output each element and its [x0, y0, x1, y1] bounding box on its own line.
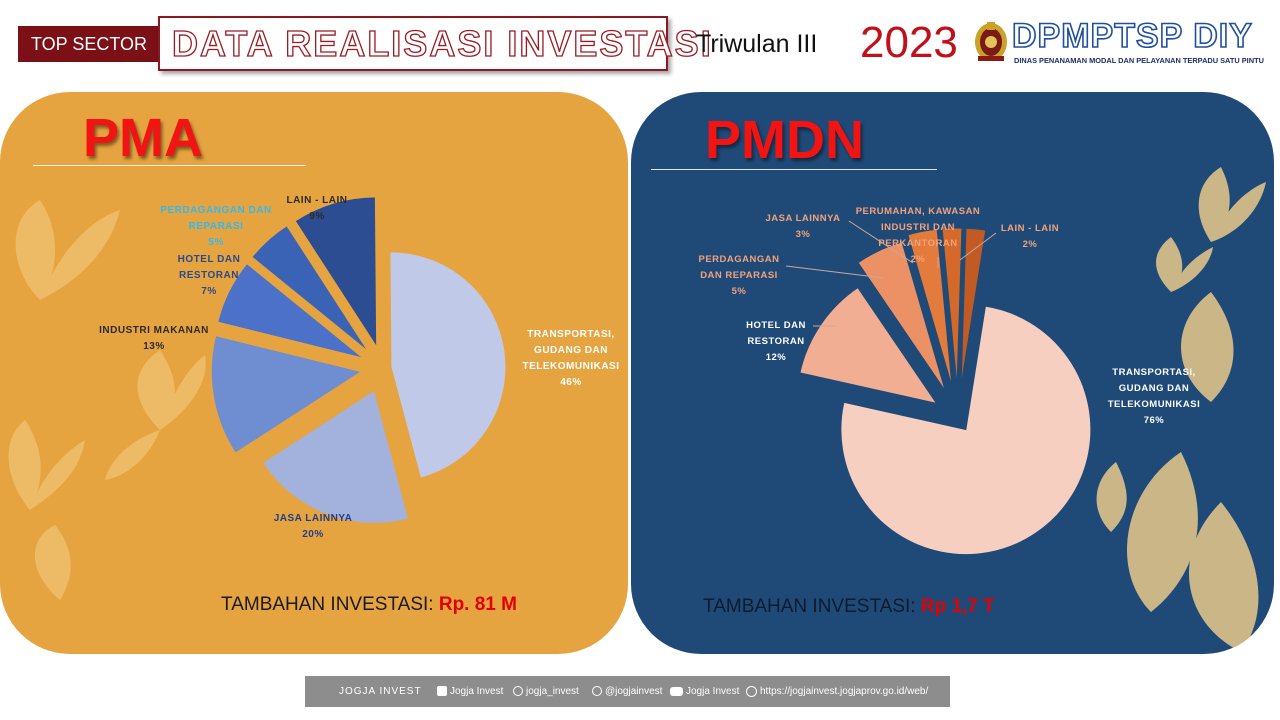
- pmdn-total-value: Rp 1,7 T: [920, 596, 995, 617]
- footer-bar: JOGJA INVEST Jogja Invest jogja_invest @…: [305, 676, 950, 707]
- globe-icon: [746, 685, 757, 697]
- footer-facebook[interactable]: Jogja Invest: [437, 676, 503, 707]
- agency-logo-text: DPMPTSP DIY: [1011, 16, 1253, 56]
- agency-full-name: DINAS PENANAMAN MODAL DAN PELAYANAN TERP…: [1014, 56, 1264, 65]
- pie-slice: [389, 251, 507, 479]
- slice-label: HOTEL DAN RESTORAN 12%: [746, 320, 806, 363]
- pma-total: TAMBAHAN INVESTASI: Rp. 81 M: [221, 594, 517, 616]
- slice-label: LAIN - LAIN 9%: [286, 195, 347, 222]
- pie-slice: [294, 196, 378, 349]
- pmdn-rule: [651, 169, 937, 170]
- pie-slice: [840, 305, 1092, 556]
- slice-label: PERDAGANGAN DAN REPARASI 5%: [160, 205, 271, 248]
- leader-line: [959, 232, 997, 261]
- pie-slice: [857, 241, 946, 392]
- slice-label: JASA LAINNYA 20%: [274, 513, 353, 540]
- facebook-icon: [437, 686, 447, 697]
- footer-brand: JOGJA INVEST: [339, 686, 422, 697]
- pie-slice: [251, 224, 369, 353]
- slice-label: JASA LAINNYA 3%: [766, 213, 841, 240]
- top-sector-badge: TOP SECTOR: [18, 26, 160, 62]
- footer-facebook-text: Jogja Invest: [450, 686, 504, 697]
- footer-website[interactable]: https://jogjainvest.jogjaprov.go.id/web/: [746, 676, 928, 707]
- pma-label: PMA: [83, 108, 203, 168]
- slice-label: TRANSPORTASI, GUDANG DAN TELEKOMUNIKASI 76%: [1108, 367, 1201, 426]
- slice-label: HOTEL DAN RESTORAN 7%: [178, 254, 241, 297]
- pie-slice: [210, 334, 363, 454]
- pie-slice: [941, 227, 963, 387]
- slice-label: PERDAGANGAN DAN REPARASI 5%: [699, 254, 780, 297]
- pma-total-label: TAMBAHAN INVESTASI:: [221, 594, 439, 615]
- pma-total-value: Rp. 81 M: [438, 594, 517, 615]
- emblem-icon: [975, 22, 1007, 61]
- pie-slice: [960, 227, 987, 387]
- pmdn-total-label: TAMBAHAN INVESTASI:: [703, 596, 921, 617]
- footer-website-text: https://jogjainvest.jogjaprov.go.id/web/: [760, 686, 929, 697]
- slice-label: TRANSPORTASI, GUDANG DAN TELEKOMUNIKASI 46%: [523, 329, 620, 388]
- page-title: DATA REALISASI INVESTASI: [171, 22, 713, 64]
- pmdn-total: TAMBAHAN INVESTASI: Rp 1,7 T: [703, 596, 995, 618]
- footer-youtube-text: Jogja Invest: [686, 686, 740, 697]
- leader-line: [848, 220, 914, 264]
- slice-label: PERUMAHAN, KAWASAN INDUSTRI DAN PERKANTORA…: [856, 206, 981, 265]
- footer-instagram-text: jogja_invest: [526, 686, 579, 697]
- floral-decoration-icon: [8, 200, 206, 600]
- period-label: Triwulan III: [696, 30, 818, 58]
- pie-slice: [799, 286, 938, 405]
- year-label: 2023: [860, 18, 958, 67]
- footer-youtube[interactable]: Jogja Invest: [670, 676, 739, 707]
- pmdn-label: PMDN: [705, 110, 864, 170]
- instagram-icon: [513, 686, 523, 697]
- slice-label: INDUSTRI MAKANAN 13%: [99, 325, 209, 352]
- leader-line: [785, 265, 885, 279]
- pie-slice: [907, 228, 953, 387]
- twitter-icon: [592, 686, 602, 697]
- footer-twitter-text: @jogjainvest: [605, 686, 663, 697]
- footer-twitter[interactable]: @jogjainvest: [592, 676, 662, 707]
- pma-pie-chart: TRANSPORTASI, GUDANG DAN TELEKOMUNIKASI 46%…: [99, 195, 620, 540]
- pma-rule: [33, 165, 306, 166]
- footer-instagram[interactable]: jogja_invest: [513, 676, 579, 707]
- pie-slice: [217, 262, 364, 359]
- pmdn-panel: [631, 92, 1274, 654]
- pie-slice: [261, 389, 410, 524]
- youtube-icon: [670, 686, 683, 696]
- pmdn-pie-chart: TRANSPORTASI, GUDANG DAN TELEKOMUNIKASI 76%…: [699, 206, 1201, 556]
- floral-decoration-icon: [1096, 167, 1266, 652]
- slice-label: LAIN - LAIN 2%: [1001, 223, 1059, 250]
- title-box: [158, 16, 668, 71]
